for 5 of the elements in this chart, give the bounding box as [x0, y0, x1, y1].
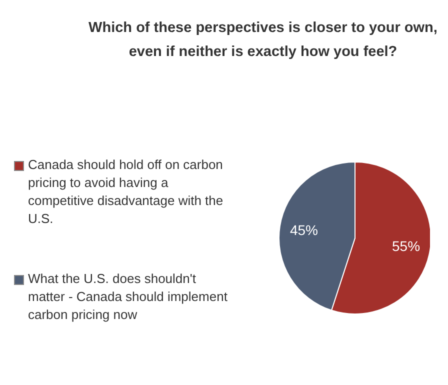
legend-label: Canada should hold off on carbon pricing to avoid having a competitive disadvantage with the U.S.	[28, 156, 224, 228]
chart-title: Which of these perspectives is closer to your own, even if neither is exactly how you feel?	[88, 19, 438, 62]
data-label: 45%	[290, 222, 318, 238]
legend-label: What the U.S. does shouldn't matter - Canada should implement carbon pricing now	[28, 270, 228, 324]
data-label: 55%	[392, 238, 420, 254]
